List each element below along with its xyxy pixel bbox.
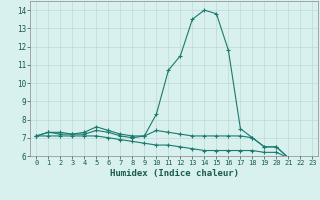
X-axis label: Humidex (Indice chaleur): Humidex (Indice chaleur) [110, 169, 239, 178]
